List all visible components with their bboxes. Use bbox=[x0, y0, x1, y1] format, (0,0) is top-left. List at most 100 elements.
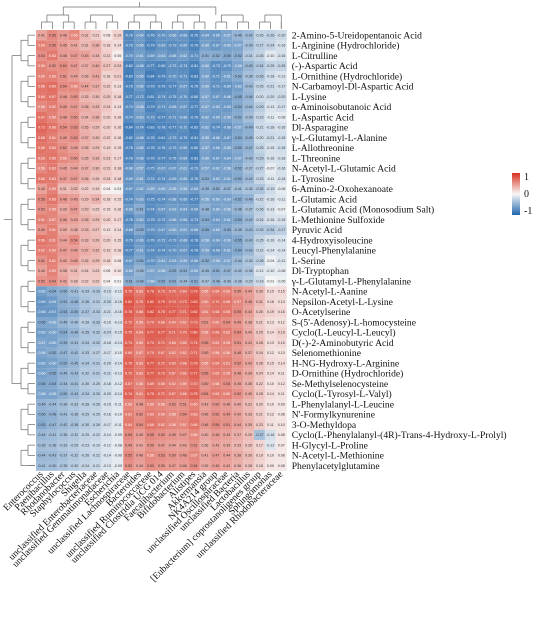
heatmap-cell bbox=[101, 132, 113, 143]
row-label: Leucyl-Phenylalanine bbox=[292, 246, 376, 257]
cell-value-label: -0.20 bbox=[255, 95, 263, 99]
heatmap-cell bbox=[166, 142, 178, 154]
cell-value-label: 0.24 bbox=[103, 105, 110, 109]
cell-value-label: 0.48 bbox=[234, 351, 241, 355]
heatmap-cell bbox=[177, 378, 189, 389]
cell-value-label: 0.66 bbox=[38, 146, 45, 150]
cell-value-label: -0.61 bbox=[179, 167, 187, 171]
heatmap-cell bbox=[68, 378, 80, 389]
cell-value-label: -0.43 bbox=[70, 392, 78, 396]
heatmap-cell bbox=[210, 450, 222, 461]
cell-value-label: 0.75 bbox=[125, 290, 132, 294]
cell-value-label: -0.76 bbox=[125, 33, 133, 37]
cell-value-label: -0.74 bbox=[125, 115, 133, 119]
cell-value-label: -0.33 bbox=[92, 290, 100, 294]
cell-value-label: 0.23 bbox=[103, 156, 110, 160]
heatmap-cell bbox=[90, 50, 102, 61]
cell-value-label: -0.36 bbox=[234, 279, 242, 283]
heatmap-cell bbox=[166, 91, 178, 102]
heatmap-cell bbox=[188, 419, 200, 430]
cell-value-label: 0.25 bbox=[256, 331, 263, 335]
cell-value-label: 0.52 bbox=[49, 64, 56, 68]
heatmap-cell bbox=[232, 429, 244, 441]
heatmap-cell bbox=[46, 306, 58, 318]
cell-value-label: -0.81 bbox=[157, 136, 165, 140]
heatmap-cell bbox=[275, 276, 287, 287]
heatmap-cell bbox=[177, 101, 189, 113]
cell-value-label: 0.76 bbox=[158, 310, 165, 314]
heatmap-cell bbox=[101, 153, 113, 164]
cell-value-label: -0.69 bbox=[179, 44, 187, 48]
heatmap-cell bbox=[155, 112, 167, 123]
cell-value-label: -0.16 bbox=[277, 177, 285, 181]
cell-value-label: 0.64 bbox=[125, 423, 132, 427]
cell-value-label: 0.78 bbox=[125, 310, 132, 314]
cell-value-label: 0.19 bbox=[103, 146, 110, 150]
cell-value-label: 0.08 bbox=[278, 413, 285, 417]
heatmap-cell bbox=[188, 224, 200, 236]
heatmap-cell bbox=[134, 30, 146, 41]
cell-value-label: -0.61 bbox=[135, 249, 143, 253]
heatmap-cell bbox=[46, 224, 58, 236]
cell-value-label: -0.12 bbox=[114, 382, 122, 386]
heatmap-cell bbox=[36, 378, 47, 389]
cell-value-label: 0.17 bbox=[114, 156, 121, 160]
cell-value-label: -0.69 bbox=[190, 208, 198, 212]
cell-value-label: -0.72 bbox=[135, 95, 143, 99]
cell-value-label: -0.75 bbox=[146, 197, 154, 201]
cell-value-label: 0.58 bbox=[212, 351, 219, 355]
cell-value-label: 0.37 bbox=[92, 85, 99, 89]
heatmap-cell bbox=[243, 286, 255, 297]
heatmap-cell bbox=[145, 132, 156, 143]
row-label: O-Acetylserine bbox=[292, 307, 351, 318]
heatmap-cell bbox=[199, 327, 211, 338]
heatmap-cell bbox=[254, 132, 265, 143]
heatmap-cell bbox=[36, 194, 47, 205]
cell-value-label: -0.55 bbox=[223, 54, 231, 58]
cell-value-label: -0.26 bbox=[81, 454, 89, 458]
cell-value-label: -0.68 bbox=[125, 228, 133, 232]
heatmap-cell bbox=[254, 173, 265, 184]
cell-value-label: 0.60 bbox=[49, 249, 56, 253]
heatmap-cell bbox=[101, 358, 113, 369]
heatmap-cell bbox=[79, 183, 91, 195]
heatmap-cell bbox=[90, 440, 102, 451]
heatmap-cell bbox=[36, 122, 47, 133]
cell-value-label: 0.52 bbox=[38, 208, 45, 212]
cell-value-label: 0.66 bbox=[49, 156, 56, 160]
heatmap-cell bbox=[155, 286, 167, 297]
heatmap-cell bbox=[134, 276, 146, 287]
heatmap-cell bbox=[57, 327, 69, 338]
cell-value-label: 0.29 bbox=[245, 433, 252, 437]
cell-value-label: -0.52 bbox=[234, 115, 242, 119]
heatmap-cell bbox=[199, 368, 211, 379]
cell-value-label: 0.37 bbox=[245, 351, 252, 355]
cell-value-label: -0.08 bbox=[277, 269, 285, 273]
cell-value-label: -0.69 bbox=[223, 85, 231, 89]
cell-value-label: -0.74 bbox=[157, 197, 165, 201]
cell-value-label: 0.66 bbox=[180, 372, 187, 376]
heatmap-cell bbox=[254, 388, 265, 400]
heatmap-cell bbox=[134, 265, 146, 277]
cell-value-label: -0.60 bbox=[48, 331, 56, 335]
heatmap-cell bbox=[254, 286, 265, 297]
cell-value-label: 0.64 bbox=[136, 331, 143, 335]
color-legend: 1 0 -1 bbox=[512, 172, 532, 217]
cell-value-label: -0.66 bbox=[168, 218, 176, 222]
heatmap-cell bbox=[36, 306, 47, 318]
cell-value-label: -0.26 bbox=[92, 423, 100, 427]
heatmap-cell bbox=[254, 122, 265, 133]
cell-value-label: 0.08 bbox=[278, 454, 285, 458]
heatmap-cell bbox=[112, 30, 124, 41]
cell-value-label: 0.44 bbox=[169, 443, 176, 447]
heatmap-cell bbox=[221, 101, 233, 113]
heatmap-cell bbox=[101, 286, 113, 297]
cell-value-label: 0.22 bbox=[92, 208, 99, 212]
heatmap-cell bbox=[134, 112, 146, 123]
heatmap-cell bbox=[232, 419, 244, 430]
cell-value-label: 0.56 bbox=[191, 433, 198, 437]
cell-value-label: 0.30 bbox=[92, 136, 99, 140]
heatmap-cell bbox=[243, 163, 255, 174]
heatmap-cell bbox=[36, 265, 47, 277]
heatmap-cell bbox=[275, 409, 287, 420]
